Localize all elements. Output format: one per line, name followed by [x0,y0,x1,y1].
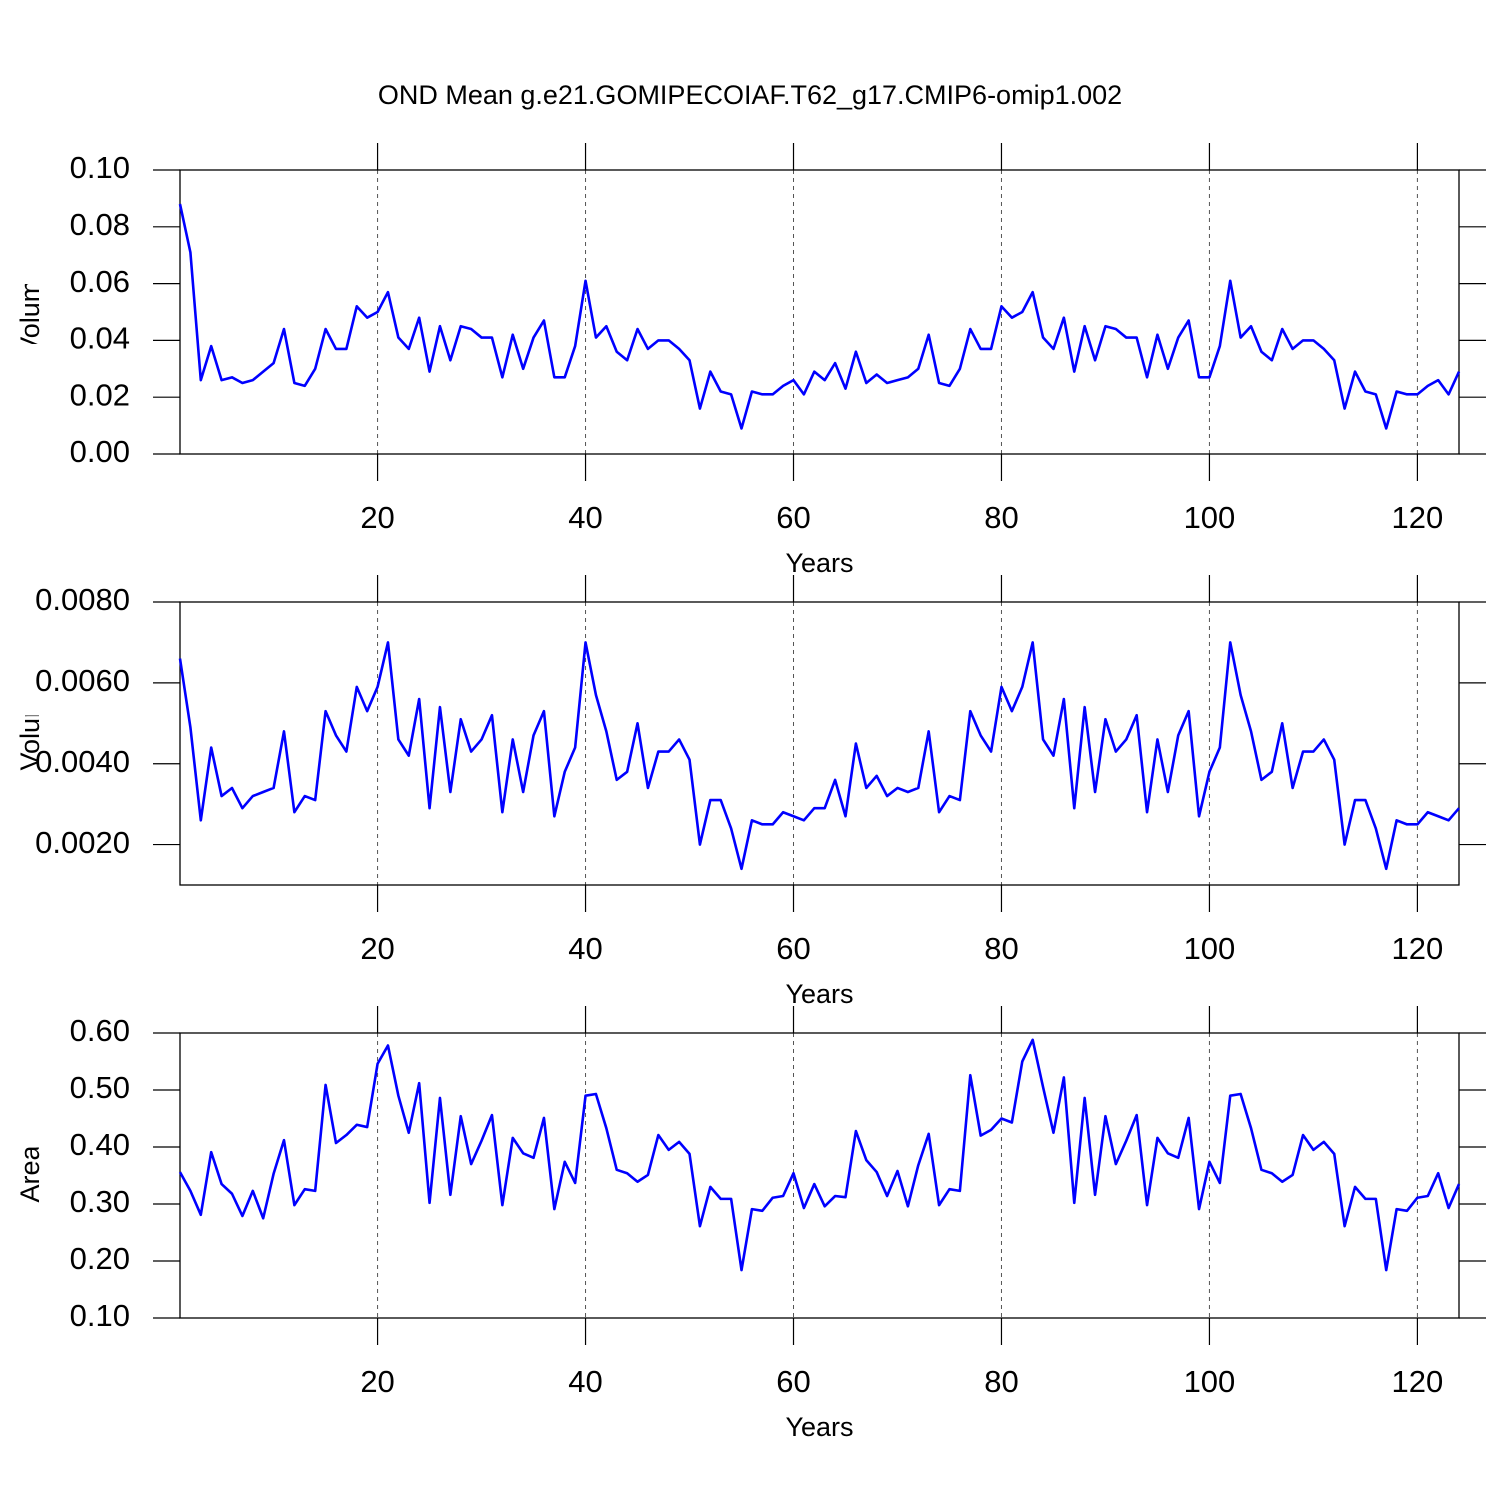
x-tick-label: 120 [1392,1364,1444,1399]
data-line [178,1038,1461,1272]
y-tick-label: 0.00 [70,434,130,469]
y-tick-label: 0.40 [70,1127,130,1162]
x-axis-label: Years [785,548,853,578]
x-tick-label: 100 [1184,500,1236,535]
x-tick-label: 120 [1392,500,1444,535]
y-tick-label: 0.10 [70,150,130,185]
y-tick-label: 0.10 [70,1298,130,1333]
x-tick-label: 100 [1184,931,1236,966]
y-tick-label: 0.08 [70,207,130,242]
plot-frame [179,169,1460,455]
x-tick-label: 120 [1392,931,1444,966]
panel: 20 40 60 80 100 120 0.0020 0.0040 0.0060 0.0080 Ye… [15,575,1486,1009]
x-tick-label: 20 [360,931,394,966]
x-tick-label: 20 [360,500,394,535]
x-tick-label: 100 [1184,1364,1236,1399]
y-tick-label: 0.30 [70,1184,130,1219]
y-tick-label: 0.20 [70,1241,130,1276]
y-tick-label: 0.0040 [35,744,130,779]
y-tick-label: 0.0020 [35,825,130,860]
y-tick-label: 0.06 [70,264,130,299]
y-axis-label: GIN Ice Volume 10¹³ m³ [15,170,45,454]
x-axis-label: Years [785,1412,853,1442]
y-tick-label: 0.60 [70,1013,130,1048]
x-tick-label: 20 [360,1364,394,1399]
x-axis-label: Years [785,979,853,1009]
y-tick-label: 0.04 [70,321,130,356]
y-tick-label: 0.0080 [35,582,130,617]
data-line [178,203,1461,430]
plot-frame [179,1032,1460,1319]
x-tick-label: 40 [568,500,602,535]
x-tick-label: 40 [568,931,602,966]
y-axis-label: GIN Ice Area 10¹² m² [15,1051,45,1300]
x-tick-label: 80 [984,1364,1018,1399]
y-tick-label: 0.0060 [35,663,130,698]
x-tick-label: 80 [984,500,1018,535]
x-tick-label: 80 [984,931,1018,966]
plot-frame [179,601,1460,886]
y-tick-label: 0.50 [70,1070,130,1105]
data-line [178,641,1460,871]
x-tick-label: 40 [568,1364,602,1399]
y-tick-label: 0.02 [70,377,130,412]
y-axis-label: GIN Snow Volume 10¹³ m³ [15,586,45,901]
x-tick-label: 60 [776,500,810,535]
x-tick-label: 60 [776,1364,810,1399]
x-tick-label: 60 [776,931,810,966]
panel: 20 40 60 80 100 120 0.00 0.02 0.04 0.06 0.08 0.10 Ye… [15,143,1486,578]
figure-title: OND Mean g.e21.GOMIPECOIAF.T62_g17.CMIP6… [378,80,1122,110]
panel: 20 40 60 80 100 120 0.10 0.20 0.30 0.40 0.50 0.60 Ye… [15,1006,1486,1442]
